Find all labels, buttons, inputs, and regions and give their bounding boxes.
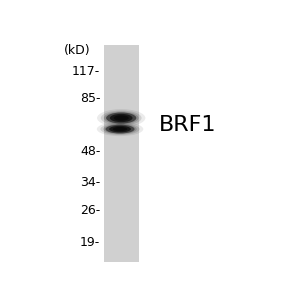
Ellipse shape bbox=[104, 112, 139, 124]
Ellipse shape bbox=[117, 116, 125, 120]
Text: BRF1: BRF1 bbox=[158, 115, 216, 135]
Text: 48-: 48- bbox=[80, 145, 100, 158]
Bar bbox=[104, 45, 139, 262]
Text: 34-: 34- bbox=[80, 176, 100, 189]
Ellipse shape bbox=[100, 123, 140, 135]
Ellipse shape bbox=[113, 127, 127, 131]
Text: (kD): (kD) bbox=[64, 44, 90, 57]
Text: 117-: 117- bbox=[72, 65, 100, 78]
Ellipse shape bbox=[106, 112, 136, 124]
Text: 85-: 85- bbox=[80, 92, 100, 105]
Ellipse shape bbox=[116, 128, 124, 130]
Ellipse shape bbox=[101, 110, 142, 125]
Ellipse shape bbox=[106, 125, 135, 134]
Ellipse shape bbox=[97, 122, 143, 136]
Ellipse shape bbox=[109, 126, 131, 132]
Ellipse shape bbox=[97, 109, 146, 127]
Ellipse shape bbox=[110, 114, 133, 122]
Text: 26-: 26- bbox=[80, 204, 100, 217]
Ellipse shape bbox=[114, 115, 129, 121]
Ellipse shape bbox=[103, 124, 137, 134]
Text: 19-: 19- bbox=[80, 236, 100, 249]
